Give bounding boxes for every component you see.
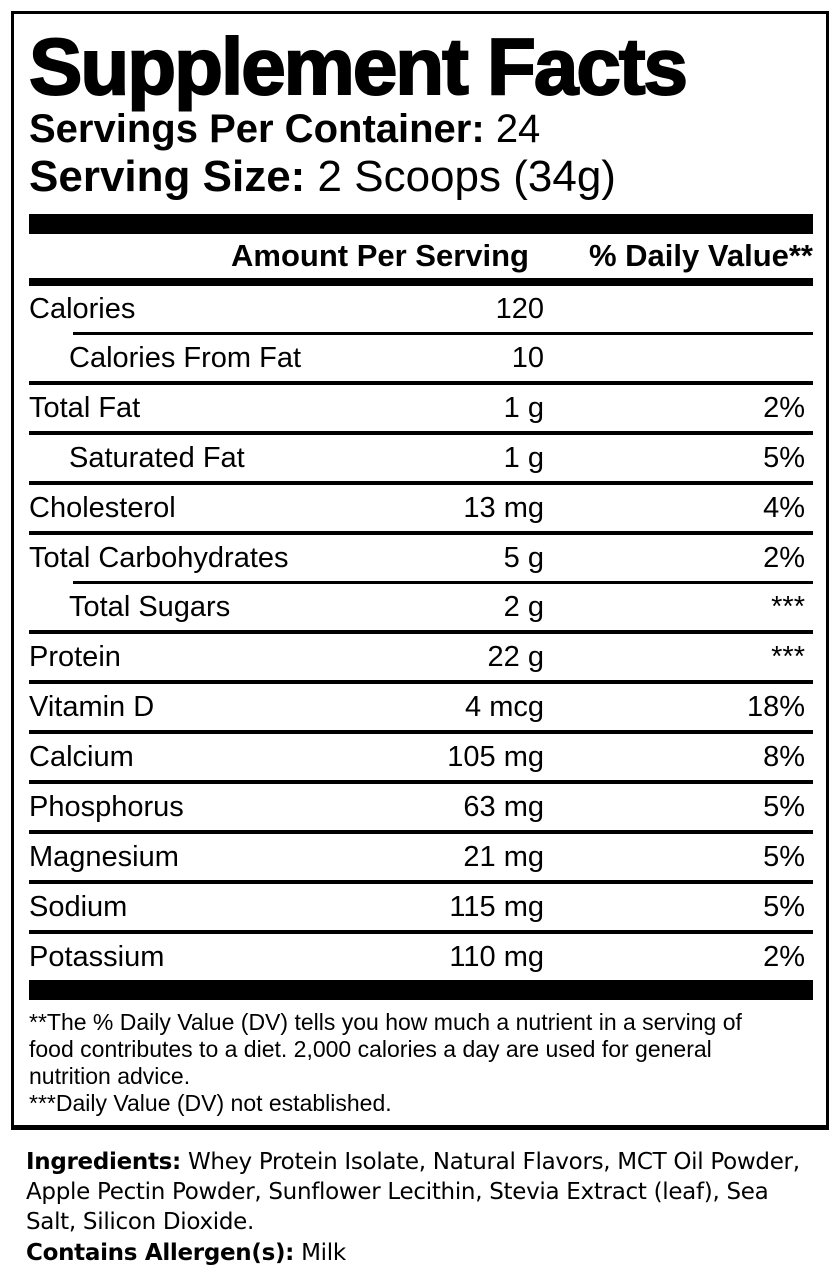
nutrient-row-protein: Protein 22 g *** xyxy=(29,634,813,680)
row-separator xyxy=(29,431,813,435)
row-separator xyxy=(29,680,813,684)
nutrient-name: Total Carbohydrates xyxy=(29,541,289,574)
nutrient-amount: 1 g xyxy=(503,391,544,424)
nutrient-dv: 8% xyxy=(763,740,805,773)
nutrient-name: Protein xyxy=(29,640,121,673)
nutrient-row-calories-from-fat: Calories From Fat 10 xyxy=(29,335,813,381)
allergen-line: Contains Allergen(s): Milk xyxy=(26,1238,820,1268)
nutrient-row-magnesium: Magnesium 21 mg 5% xyxy=(29,834,813,880)
ingredients-paragraph: Ingredients: Whey Protein Isolate, Natur… xyxy=(26,1147,820,1237)
servings-per-container-label: Servings Per Container: xyxy=(29,107,485,151)
ingredients-label: Ingredients: xyxy=(26,1149,181,1175)
dv-footnote-line: nutrition advice. xyxy=(29,1063,191,1089)
allergen-value: Milk xyxy=(301,1240,346,1266)
separator-bar-top xyxy=(29,214,813,234)
nutrient-dv: 2% xyxy=(763,940,805,973)
nutrient-name: Potassium xyxy=(29,940,165,973)
row-separator xyxy=(29,930,813,934)
row-separator xyxy=(29,381,813,385)
servings-per-container: Servings Per Container: 24 xyxy=(29,106,813,152)
nutrient-dv: *** xyxy=(771,590,805,623)
nutrient-name: Magnesium xyxy=(29,840,179,873)
row-separator xyxy=(29,531,813,535)
nutrient-amount: 21 mg xyxy=(463,840,544,873)
nutrient-name: Calcium xyxy=(29,740,134,773)
nutrient-row-calories: Calories 120 xyxy=(29,286,813,332)
dv-footnote-line: **The % Daily Value (DV) tells you how m… xyxy=(29,1009,742,1035)
nutrient-row-total-fat: Total Fat 1 g 2% xyxy=(29,385,813,431)
nutrient-dv: 5% xyxy=(763,840,805,873)
row-separator xyxy=(73,332,813,335)
row-separator xyxy=(29,880,813,884)
row-separator xyxy=(29,630,813,634)
header-separator xyxy=(29,278,813,286)
allergen-label: Contains Allergen(s): xyxy=(26,1240,295,1266)
nutrient-dv: 2% xyxy=(763,391,805,424)
dv-footnote-line: food contributes to a diet. 2,000 calori… xyxy=(29,1036,712,1062)
nutrient-name: Phosphorus xyxy=(29,790,184,823)
nutrient-amount: 63 mg xyxy=(463,790,544,823)
nutrient-dv: 4% xyxy=(763,491,805,524)
nutrient-dv: 5% xyxy=(763,890,805,923)
nutrient-row-total-sugars: Total Sugars 2 g *** xyxy=(29,584,813,630)
nutrient-amount: 13 mg xyxy=(463,491,544,524)
nutrient-amount: 110 mg xyxy=(449,940,544,973)
nutrient-row-phosphorus: Phosphorus 63 mg 5% xyxy=(29,784,813,830)
nutrient-row-vitamin-d: Vitamin D 4 mcg 18% xyxy=(29,684,813,730)
nutrient-amount: 120 xyxy=(495,292,544,325)
nutrient-dv: 5% xyxy=(763,441,805,474)
nutrient-row-total-carbohydrates: Total Carbohydrates 5 g 2% xyxy=(29,535,813,581)
nutrient-amount: 4 mcg xyxy=(465,690,544,723)
row-separator xyxy=(29,830,813,834)
servings-per-container-value: 24 xyxy=(495,107,541,151)
ingredients-text: Whey Protein Isolate, Natural Flavors, M… xyxy=(26,1149,800,1235)
nutrient-dv: 5% xyxy=(763,790,805,823)
nutrient-row-sodium: Sodium 115 mg 5% xyxy=(29,884,813,930)
nutrient-name: Total Sugars xyxy=(69,590,231,623)
nutrient-amount: 22 g xyxy=(487,640,544,673)
nutrient-name: Cholesterol xyxy=(29,491,176,524)
row-separator xyxy=(29,730,813,734)
nutrient-amount: 105 mg xyxy=(447,740,544,773)
daily-value-header: % Daily Value** xyxy=(588,238,813,273)
nutrient-name: Calories From Fat xyxy=(69,341,302,374)
nutrient-row-saturated-fat: Saturated Fat 1 g 5% xyxy=(29,435,813,481)
serving-size: Serving Size: 2 Scoops (34g) xyxy=(29,152,813,202)
nutrient-name: Sodium xyxy=(29,890,128,923)
nutrient-name: Calories xyxy=(29,292,136,325)
row-separator xyxy=(29,481,813,485)
serving-size-value: 2 Scoops (34g) xyxy=(317,152,616,201)
nutrient-row-potassium: Potassium 110 mg 2% xyxy=(29,934,813,980)
nutrient-rows: Calories 120 Calories From Fat 10 Total Fat 1… xyxy=(29,286,813,980)
not-established-footnote: ***Daily Value (DV) not established. xyxy=(29,1090,392,1116)
nutrient-amount: 2 g xyxy=(503,590,544,623)
row-separator xyxy=(73,581,813,584)
nutrient-dv: *** xyxy=(771,640,805,673)
nutrient-amount: 1 g xyxy=(503,441,544,474)
nutrient-row-cholesterol: Cholesterol 13 mg 4% xyxy=(29,485,813,531)
nutrient-dv: 2% xyxy=(763,541,805,574)
nutrient-amount: 5 g xyxy=(503,541,544,574)
nutrient-amount: 10 xyxy=(511,341,544,374)
nutrient-row-calcium: Calcium 105 mg 8% xyxy=(29,734,813,780)
table-header-row: Amount Per Serving % Daily Value** xyxy=(29,234,813,278)
nutrient-amount: 115 mg xyxy=(449,890,544,923)
separator-bar-bottom xyxy=(29,980,813,1000)
nutrient-dv: 18% xyxy=(746,690,805,723)
nutrient-name: Total Fat xyxy=(29,391,141,424)
row-separator xyxy=(29,780,813,784)
serving-size-label: Serving Size: xyxy=(29,152,306,201)
page-title: Supplement Facts xyxy=(28,22,689,111)
footnotes: **The % Daily Value (DV) tells you how m… xyxy=(29,1000,813,1117)
nutrient-name: Saturated Fat xyxy=(69,441,245,474)
amount-per-serving-header: Amount Per Serving xyxy=(231,238,529,273)
ingredients-section: Ingredients: Whey Protein Isolate, Natur… xyxy=(26,1147,820,1268)
supplement-facts-label: Supplement Facts Servings Per Container:… xyxy=(11,11,829,1130)
nutrient-name: Vitamin D xyxy=(29,690,155,723)
